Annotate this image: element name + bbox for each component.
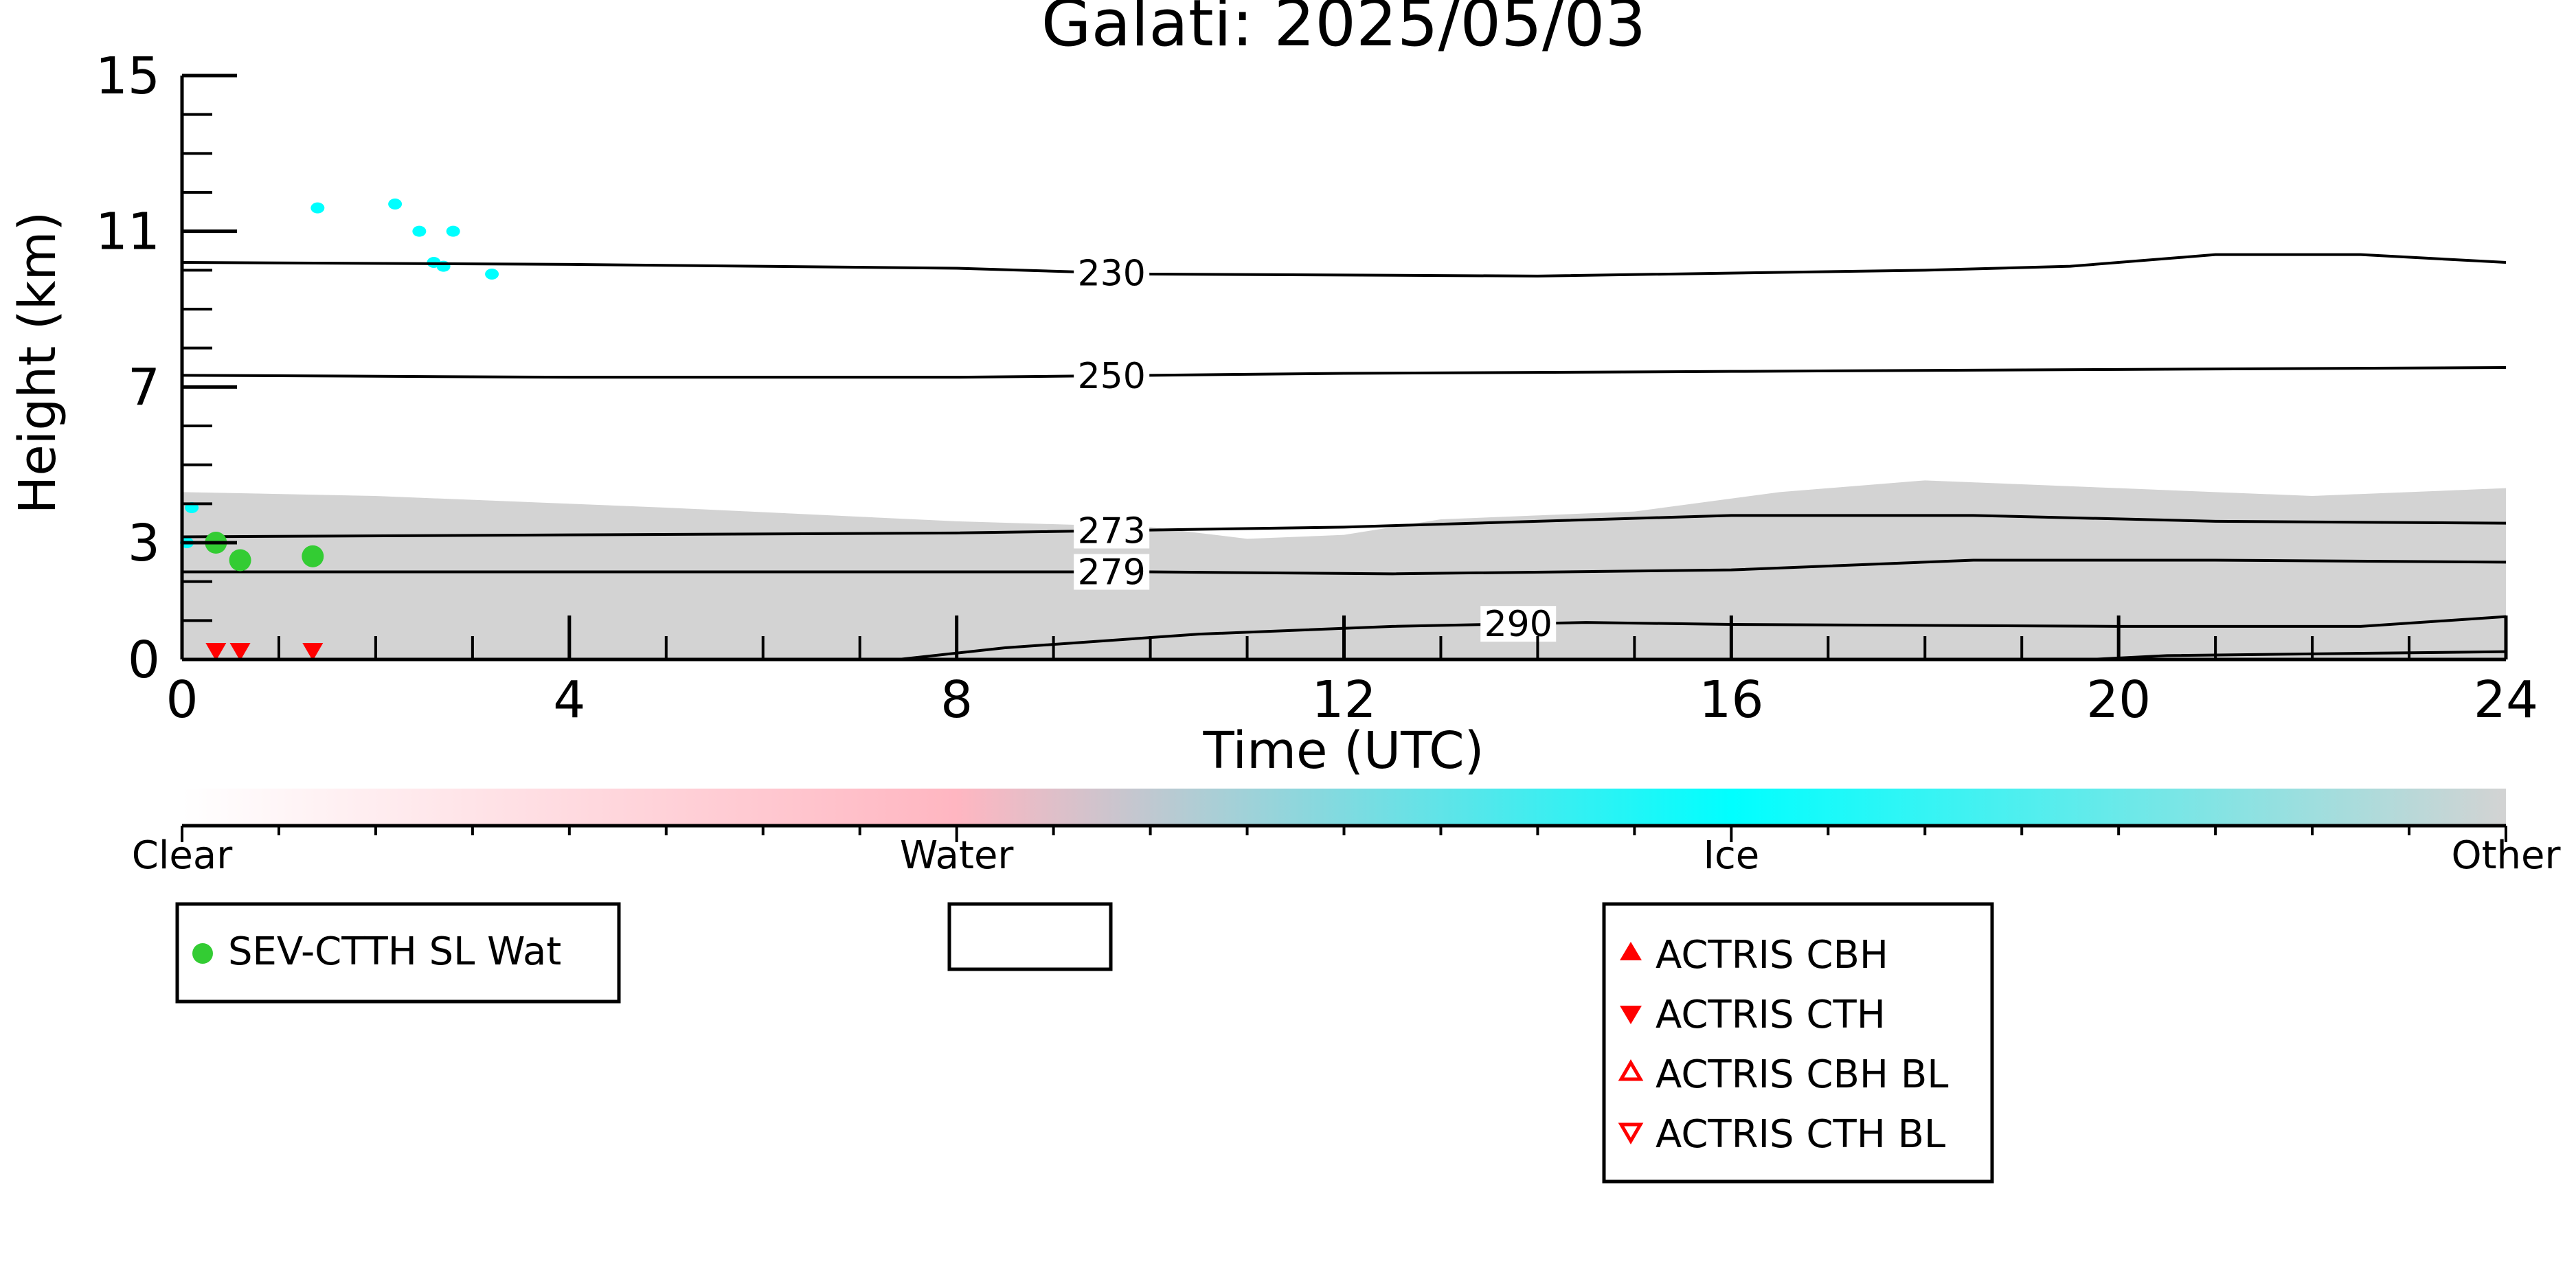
legend-label: ACTRIS CBH: [1656, 933, 1888, 978]
sev-marker: [229, 549, 251, 572]
isotherm-label-bg: [1074, 512, 1150, 549]
legend-box: [175, 902, 621, 1004]
ice-patch: [310, 202, 325, 214]
x-tick-label: 0: [166, 670, 198, 730]
ice-patch: [446, 225, 460, 237]
x-tick-label: 20: [2086, 670, 2151, 730]
isotherm-label: 279: [1078, 552, 1146, 594]
legend-box: [1602, 902, 1994, 1184]
y-tick-label: 0: [128, 631, 160, 690]
legend-marker-triangle-down-open: [1618, 1122, 1644, 1144]
colorbar: [182, 789, 2506, 826]
isotherm-label-bg: [1480, 606, 1557, 642]
legend-marker-triangle-down: [1620, 1006, 1642, 1024]
actris-cth-marker: [205, 643, 227, 661]
other-layer-area: [182, 480, 2506, 659]
isotherm-line: [898, 615, 2507, 661]
isotherm-line: [181, 366, 2507, 379]
isotherm-label-bg: [1074, 554, 1150, 590]
legend-label: ACTRIS CTH BL: [1656, 1112, 1945, 1157]
isotherm-label-bg: [1074, 255, 1150, 291]
sev-marker: [302, 545, 324, 567]
legend-label: ACTRIS CTH: [1656, 993, 1886, 1037]
isotherm-label: 290: [1484, 604, 1552, 645]
isotherm-label: 273: [1078, 510, 1146, 552]
colorbar-label: Clear: [132, 833, 233, 878]
isotherm-line: [181, 253, 2507, 278]
y-tick-label: 15: [95, 47, 160, 106]
legend-empty-box: [947, 902, 1113, 971]
ice-patch: [388, 199, 403, 210]
axes: 0 3 7 11 15 0 4 8 12 16 20 24: [95, 47, 2538, 730]
isotherm-line: [182, 558, 2507, 576]
x-tick-label: 12: [1311, 670, 1376, 730]
y-tick-label: 11: [95, 203, 160, 262]
legend-marker-triangle-up: [1620, 942, 1642, 960]
isotherm-label: 230: [1078, 253, 1146, 294]
x-axis-label: Time (UTC): [1202, 721, 1484, 780]
isotherm-label: 250: [1078, 356, 1146, 397]
ice-patch: [412, 225, 427, 237]
legend-sev: SEV-CTTH SL Wat: [175, 902, 621, 1004]
legend-actris: ACTRIS CBH ACTRIS CTH ACTRIS CBH BL ACTR…: [1602, 902, 1994, 1184]
legend-marker-triangle-up-open: [1618, 1059, 1644, 1081]
y-tick-label: 3: [128, 514, 160, 573]
isotherm-label-bg: [1074, 357, 1150, 394]
colorbar-label: Ice: [1703, 833, 1759, 878]
actris-cth-marker: [302, 643, 324, 661]
x-tick-label: 24: [2474, 670, 2538, 730]
legend-label: SEV-CTTH SL Wat: [228, 929, 561, 974]
y-tick-label: 7: [128, 358, 160, 417]
ice-patch: [485, 269, 499, 280]
x-tick-label: 8: [940, 670, 973, 730]
colorbar-label: Other: [2451, 833, 2561, 878]
x-tick-label: 16: [1699, 670, 1763, 730]
actris-cth-marker: [229, 643, 251, 661]
plot-area: [180, 199, 2506, 659]
y-axis-label: Height (km): [8, 212, 67, 515]
x-tick-label: 4: [553, 670, 585, 730]
legend-label: ACTRIS CBH BL: [1656, 1052, 1948, 1097]
colorbar-axis: Clear Water Ice Other: [132, 824, 2561, 878]
legend-marker-circle: [192, 943, 213, 964]
isotherm-line: [181, 514, 2507, 539]
chart-title: Galati: 2025/05/03: [1041, 0, 1646, 61]
colorbar-label: Water: [900, 833, 1015, 878]
